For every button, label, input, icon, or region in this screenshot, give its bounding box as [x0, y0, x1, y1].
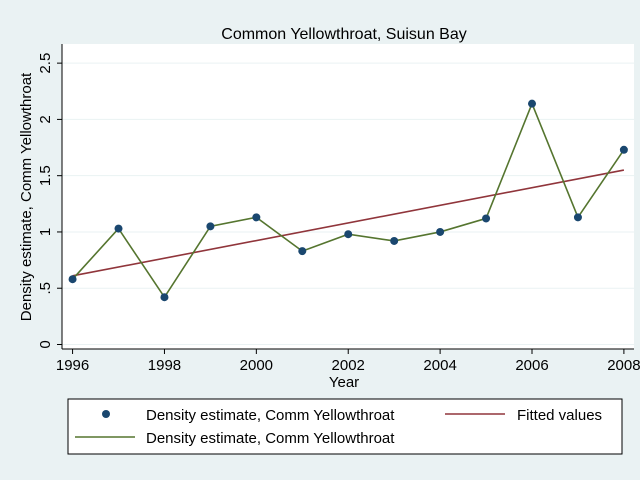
legend-label-density-points: Density estimate, Comm Yellowthroat	[146, 407, 395, 424]
x-tick-label: 2000	[240, 357, 273, 374]
legend: Density estimate, Comm Yellowthroat Fitte…	[67, 398, 623, 455]
plot-area	[62, 44, 634, 349]
density-point	[528, 99, 537, 108]
y-tick-label: 0	[37, 340, 54, 348]
density-point	[160, 293, 169, 302]
x-tick-label: 2008	[607, 357, 640, 374]
x-tick-label: 2002	[332, 357, 365, 374]
legend-label-density-line: Density estimate, Comm Yellowthroat	[146, 430, 395, 447]
density-point	[114, 224, 123, 233]
y-tick-label: 2	[37, 115, 54, 123]
density-point	[619, 145, 628, 154]
y-tick-label: 2.5	[37, 53, 54, 74]
legend-items: Density estimate, Comm Yellowthroat Fitte…	[75, 407, 602, 447]
x-tick-label: 2004	[423, 357, 456, 374]
series-layer	[68, 99, 628, 302]
density-point	[482, 214, 491, 223]
y-axis-label: Density estimate, Comm Yellowthroat	[18, 72, 35, 321]
y-ticks: 0 .5 1 1.5 2 2.5	[37, 53, 62, 349]
y-tick-label: 1	[37, 228, 54, 236]
x-tick-label: 2006	[515, 357, 548, 374]
x-tick-label: 1996	[56, 357, 89, 374]
fitted-values-line	[72, 169, 625, 277]
density-point	[390, 236, 399, 245]
x-ticks: 1996 1998 2000 2002 2004 2006 2008	[56, 349, 640, 374]
density-point	[298, 247, 307, 256]
density-point	[436, 227, 445, 236]
density-point	[344, 230, 353, 239]
legend-box	[67, 398, 623, 455]
legend-label-fitted-values: Fitted values	[517, 407, 602, 424]
x-axis-label: Year	[329, 374, 359, 391]
density-point	[252, 213, 261, 222]
density-point	[68, 275, 77, 284]
legend-marker-density-points	[102, 410, 110, 418]
density-point	[206, 222, 215, 231]
density-point	[573, 213, 582, 222]
x-tick-label: 1998	[148, 357, 181, 374]
y-tick-label: .5	[37, 282, 54, 295]
chart-title: Common Yellowthroat, Suisun Bay	[221, 26, 466, 43]
y-tick-label: 1.5	[37, 165, 54, 186]
